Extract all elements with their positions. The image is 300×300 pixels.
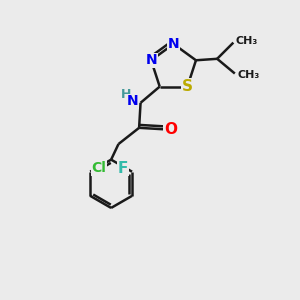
Text: CH₃: CH₃	[237, 70, 260, 80]
Text: S: S	[182, 79, 193, 94]
Text: O: O	[164, 122, 177, 137]
Text: F: F	[118, 161, 128, 176]
Text: N: N	[145, 53, 157, 67]
Text: H: H	[121, 88, 132, 101]
Text: N: N	[127, 94, 138, 108]
Text: Cl: Cl	[92, 161, 106, 175]
Text: N: N	[168, 37, 179, 51]
Text: CH₃: CH₃	[236, 36, 258, 46]
